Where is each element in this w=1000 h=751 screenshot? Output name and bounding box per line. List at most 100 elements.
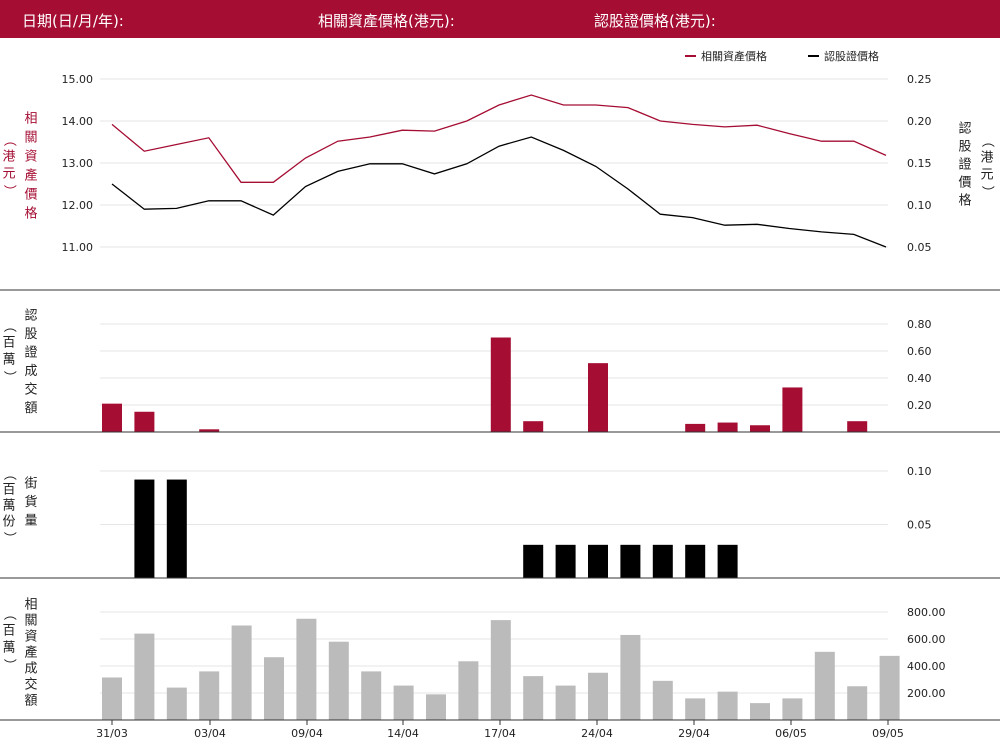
y-right-tick-label: 0.60 <box>907 345 932 358</box>
axis-title-char: 價 <box>958 176 971 191</box>
warrant-turnover-bar <box>847 421 868 432</box>
underlying-turnover-bar <box>814 651 835 720</box>
underlying-turnover-bar <box>296 618 317 720</box>
underlying-turnover-bar <box>847 686 868 720</box>
axis-title-char: 關 <box>24 131 37 146</box>
warrant-turnover-bar <box>750 425 770 432</box>
underlying-turnover-bar <box>652 680 673 720</box>
warrant-price-line <box>111 136 887 248</box>
x-tick-label: 03/04 <box>194 727 226 740</box>
legend-label-warrant: 認股證價格 <box>824 49 879 63</box>
date-label: 日期(日/月/年): <box>22 12 124 30</box>
warrant-turnover-bar <box>199 429 220 432</box>
underlying-price-line <box>111 94 887 183</box>
axis-title-char: 量 <box>24 514 37 529</box>
underlying-turnover-bar <box>588 672 608 720</box>
underlying-turnover-bar <box>393 685 414 720</box>
y-right-tick-label: 0.10 <box>907 465 932 478</box>
axis-title-char: 相 <box>24 112 37 127</box>
chart-svg: 15.00 14.00 13.00 12.00 11.00 0.25 0.20 0.15 0.1… <box>0 49 1000 740</box>
warrant-turnover-bar <box>523 421 544 432</box>
axis-title-char: 證 <box>958 157 971 173</box>
warrant-turnover-bar <box>717 422 738 432</box>
y-right-unit: （ 港元 ） <box>980 134 995 198</box>
axis-title-char: 格 <box>24 206 37 222</box>
y-right-tick-label: 0.15 <box>907 157 932 170</box>
underlying-turnover-bar <box>328 641 349 720</box>
underlying-turnover-bar <box>199 671 220 720</box>
axis-title-char: 交 <box>24 382 37 398</box>
x-tick-label: 24/04 <box>581 727 613 740</box>
axis-title-char: ） <box>2 531 17 544</box>
line-marks <box>111 94 887 248</box>
warrant-turnover-bar <box>782 387 803 432</box>
axis-title-char: （ <box>2 467 17 480</box>
axis-title-char: 相 <box>24 598 37 613</box>
axis-title-char: 萬 <box>2 499 15 514</box>
y-right-tick-label: 0.10 <box>907 199 932 212</box>
underlying-turnover-bar <box>717 691 738 720</box>
legend: 相關資產價格 認股證價格 <box>685 49 879 63</box>
axis-title-char: 成 <box>24 662 37 677</box>
x-tick-label: 14/04 <box>387 727 419 740</box>
y-left-unit: （ 百萬份） <box>2 467 17 544</box>
underlying-turnover-bar <box>102 677 122 720</box>
underlying-turnover-bar <box>458 661 479 720</box>
y-left-tick-label: 14.00 <box>62 115 94 128</box>
axis-title-char: 關 <box>24 614 37 629</box>
underlying-turnover-bar <box>134 633 155 720</box>
y-right-tick-label: 0.20 <box>907 115 932 128</box>
y-left-title: 相關資產價格 <box>24 112 37 222</box>
outstanding-bar <box>620 544 641 578</box>
underlying-turnover-bar <box>264 657 284 720</box>
axis-title-char: （ <box>980 134 995 147</box>
axis-title-char: 價 <box>24 188 37 203</box>
axis-title-char: ） <box>2 658 17 671</box>
underlying-turnover-bar <box>426 694 446 720</box>
axis-title-char: （ <box>2 607 17 620</box>
y-right-tick-label: 400.00 <box>907 660 946 673</box>
y-right-tick-label: 0.05 <box>907 519 932 532</box>
chart-header: 日期(日/月/年): 相關資產價格(港元): 認股證價格(港元): <box>0 0 1000 38</box>
underlying-turnover-bar <box>750 703 770 720</box>
axis-title-char: 街 <box>24 477 37 492</box>
y-left-unit: （ 港元 ） <box>2 133 17 197</box>
tick-labels: 15.00 14.00 13.00 12.00 11.00 0.25 0.20 0.15 0.1… <box>62 73 946 740</box>
x-tick-label: 09/04 <box>291 727 323 740</box>
axis-title-char: 成 <box>24 364 37 379</box>
y-right-tick-label: 200.00 <box>907 687 946 700</box>
warrant-turnover-bar <box>685 423 706 432</box>
axis-title-char: 萬 <box>2 641 15 656</box>
axis-title-char: 港 <box>980 151 993 166</box>
y-left-unit: （ 百萬 ） <box>2 607 17 671</box>
underlying-turnover-bar <box>361 671 382 720</box>
axis-title-char: 份 <box>2 515 15 530</box>
outstanding-bar <box>166 479 187 578</box>
warrant-turnover-bar <box>102 403 122 432</box>
underlying-turnover-bar <box>555 685 576 720</box>
legend-label-underlying: 相關資產價格 <box>701 49 767 63</box>
axis-titles: （港元）相關資產價格認股證價格（港元）（百萬）認股證成交額（百萬份）街貨量（百萬… <box>2 112 995 709</box>
underlying-turnover-bar <box>620 634 641 720</box>
outstanding-bar <box>652 544 673 578</box>
axis-title-char: 證 <box>24 345 37 361</box>
underlying-turnover-bar <box>782 698 803 720</box>
panel-dividers <box>0 289 1000 725</box>
axis-title-char: 百 <box>2 336 15 351</box>
underlying-price-label: 相關資產價格(港元): <box>318 12 455 30</box>
axis-title-char: 股 <box>24 327 37 342</box>
x-tick-label: 06/05 <box>775 727 807 740</box>
underlying-turnover-bar <box>523 676 544 720</box>
bar-marks <box>102 337 900 720</box>
outstanding-bar <box>588 544 608 578</box>
axis-title-char: 認 <box>958 121 971 137</box>
axis-title-char: 資 <box>24 630 37 645</box>
axis-title-char: 元 <box>2 167 15 182</box>
y-right-tick-label: 0.05 <box>907 241 932 254</box>
y-right-title: 認股證價格 <box>958 121 971 209</box>
y-left-title: 街貨量 <box>24 477 37 529</box>
axis-title-char: 額 <box>24 401 37 416</box>
y-right-tick-label: 0.20 <box>907 399 932 412</box>
y-left-tick-label: 12.00 <box>62 199 94 212</box>
axis-title-char: （ <box>2 319 17 332</box>
